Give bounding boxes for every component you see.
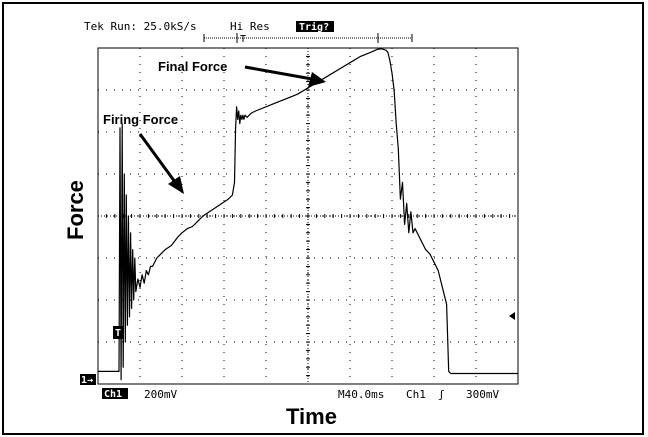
annotation-firing-force: Firing Force — [103, 112, 178, 127]
graticule — [97, 47, 519, 385]
force-trace — [98, 48, 518, 381]
channel-badge — [102, 388, 128, 399]
footer-channel: Ch1 — [104, 389, 122, 400]
trigger-marker — [113, 326, 123, 339]
header-status: Tek Run: 25.0kS/s — [84, 20, 197, 33]
trig-badge — [296, 21, 334, 32]
arrowhead-final-force — [308, 72, 326, 87]
series-group — [98, 48, 518, 381]
ground-marker — [80, 374, 96, 385]
footer-volts-div: 200mV — [144, 388, 177, 401]
annotation-final-force: Final Force — [158, 59, 227, 74]
footer-trigger-source: Ch1 — [406, 388, 426, 401]
header-trig: Trig? — [299, 21, 329, 33]
record-trigger-mark: T — [240, 34, 246, 45]
arrow-final-force — [244, 65, 313, 81]
level-marker-icon — [509, 312, 515, 320]
trigger-marker-label: T — [115, 328, 121, 339]
y-axis-title: Force — [63, 180, 88, 240]
footer-trigger-level: 300mV — [466, 388, 499, 401]
ground-marker-label: 1→ — [81, 375, 93, 386]
footer-timebase: M40.0ms — [338, 388, 384, 401]
header-mode: Hi Res — [230, 20, 270, 33]
x-axis-title: Time — [286, 404, 337, 429]
arrow-firing-force — [138, 133, 177, 183]
arrowhead-firing-force — [168, 176, 184, 194]
footer-trigger-slope: ʃ — [438, 388, 445, 401]
